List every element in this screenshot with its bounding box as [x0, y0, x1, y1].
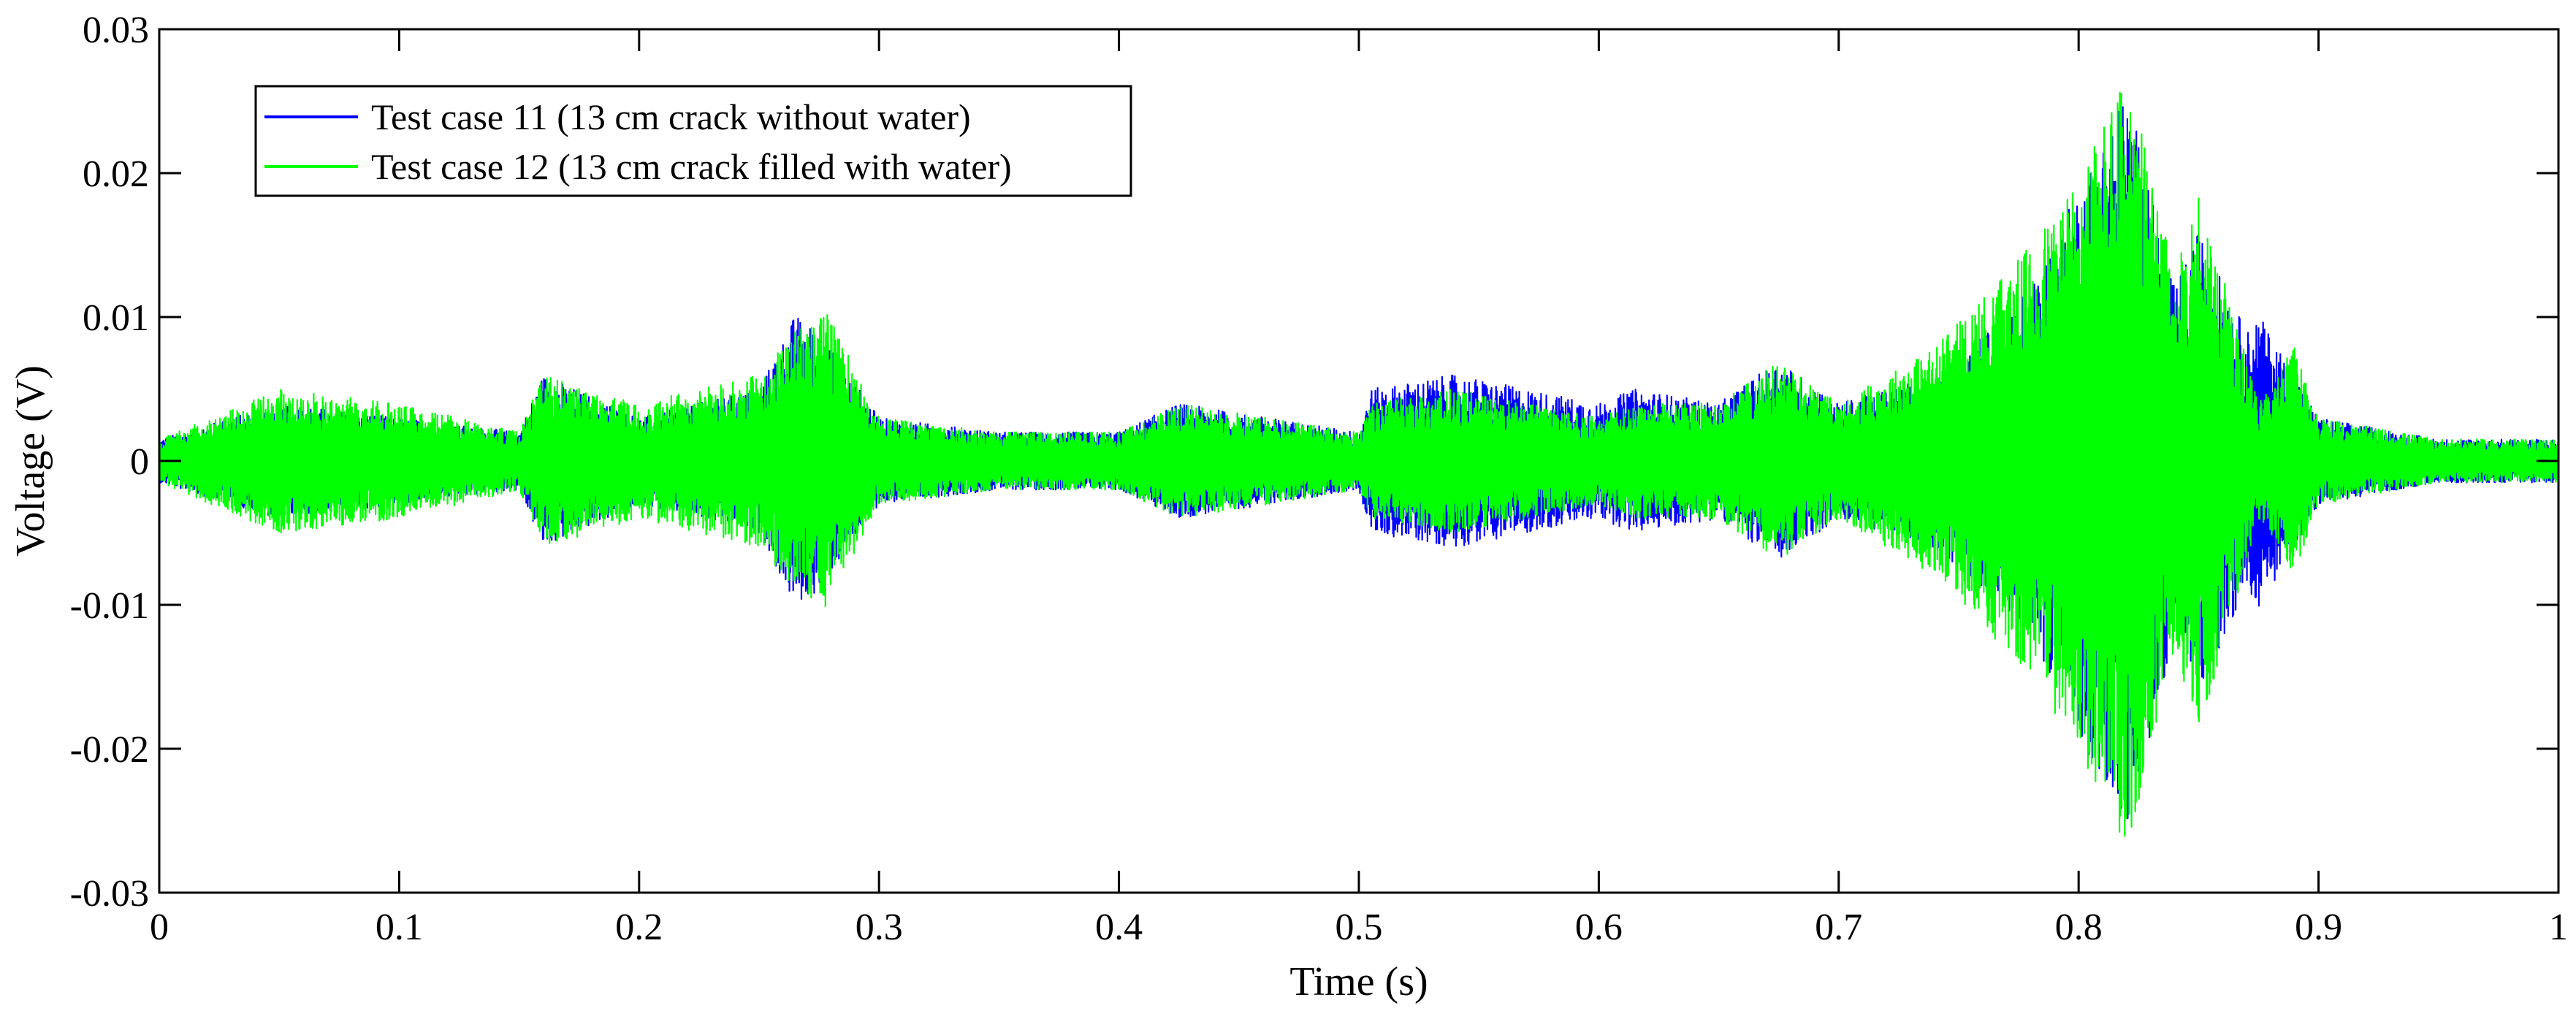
- x-tick-label: 0.3: [856, 907, 903, 948]
- x-tick-label: 0.4: [1095, 907, 1143, 948]
- x-tick-label: 0.5: [1335, 907, 1383, 948]
- y-tick-label: -0.03: [70, 873, 149, 915]
- y-axis-title: Voltage (V): [8, 365, 53, 557]
- x-tick-label: 1: [2549, 907, 2568, 948]
- x-tick-label: 0.8: [2055, 907, 2103, 948]
- x-tick-label: 0.9: [2295, 907, 2342, 948]
- y-tick-label: 0.02: [83, 153, 149, 195]
- x-tick-label: 0.7: [1815, 907, 1862, 948]
- legend: Test case 11 (13 cm crack without water)…: [254, 85, 1132, 197]
- y-tick-label: 0: [130, 441, 149, 483]
- series-line-test-case-12: [158, 91, 2560, 837]
- x-tick-label: 0.6: [1575, 907, 1623, 948]
- legend-box: [254, 85, 1132, 197]
- y-tick-label: 0.01: [83, 297, 149, 339]
- x-tick-label: 0.2: [615, 907, 663, 948]
- y-tick-label: 0.03: [83, 9, 149, 51]
- series-layer: [158, 91, 2560, 837]
- y-tick-label: -0.02: [70, 729, 149, 771]
- ticks-layer: 0 0.1 0.2 0.3 0.4 0.5 0.6 0.7 0.8 0.9 1 -0.03 -0.02 -…: [70, 9, 2568, 948]
- legend-label-test-case-12: Test case 12 (13 cm crack filled with wa…: [371, 146, 1012, 187]
- legend-label-test-case-11: Test case 11 (13 cm crack without water): [371, 96, 971, 137]
- x-axis-title: Time (s): [1289, 959, 1428, 1004]
- x-tick-label: 0.1: [376, 907, 423, 948]
- x-tick-label: 0: [150, 907, 169, 948]
- y-tick-label: -0.01: [70, 585, 149, 627]
